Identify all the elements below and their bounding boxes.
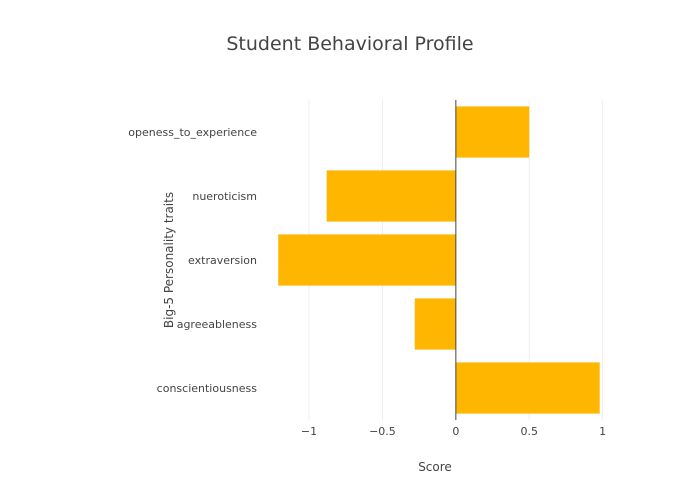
y-tick-openess_to_experience: openess_to_experience: [128, 126, 257, 139]
x-axis-title: Score: [418, 460, 452, 474]
bar-nueroticism: [326, 170, 456, 222]
x-tick-4: 1: [599, 425, 606, 438]
x-tick-1: −0.5: [369, 425, 396, 438]
x-tick-2: 0: [452, 425, 459, 438]
y-tick-conscientiousness: conscientiousness: [157, 382, 258, 395]
x-tick-3: 0.5: [521, 425, 539, 438]
y-tick-nueroticism: nueroticism: [192, 190, 257, 203]
bar-openess_to_experience: [455, 106, 530, 158]
bar-agreeableness: [414, 298, 456, 350]
bar-extraversion: [278, 234, 456, 286]
y-axis-title: Big-5 Personality traits: [162, 192, 176, 328]
x-tick-0: −1: [301, 425, 317, 438]
y-tick-labels: conscientiousness agreeableness extraversi…: [128, 126, 257, 395]
bars: [278, 106, 600, 414]
y-tick-agreeableness: agreeableness: [177, 318, 258, 331]
y-tick-extraversion: extraversion: [188, 254, 257, 267]
x-tick-labels: −1 −0.5 0 0.5 1: [301, 425, 606, 438]
chart-title: Student Behavioral Profile: [226, 33, 473, 55]
bar-conscientiousness: [455, 362, 600, 414]
